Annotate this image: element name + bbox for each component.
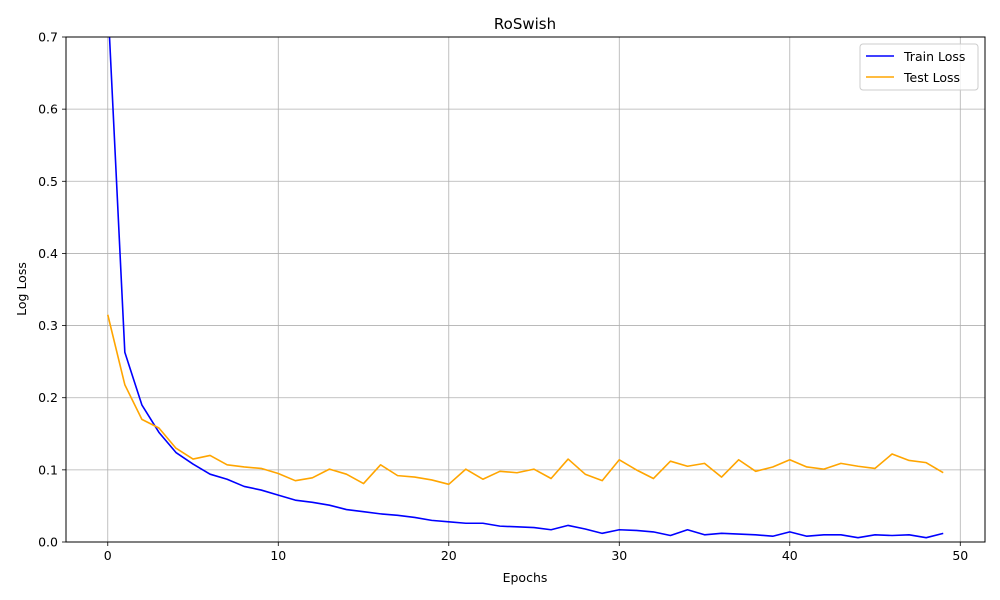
x-tick-label: 20 — [441, 548, 457, 563]
series-line-train-loss — [108, 37, 944, 539]
y-tick-label: 0.3 — [38, 318, 58, 333]
y-tick-label: 0.6 — [38, 102, 58, 117]
y-tick-label: 0.5 — [38, 174, 58, 189]
y-tick-label: 0.0 — [38, 535, 58, 550]
y-tick-label: 0.7 — [38, 30, 58, 45]
y-tick-label: 0.2 — [38, 390, 58, 405]
x-tick-label: 50 — [952, 548, 968, 563]
chart-title: RoSwish — [494, 15, 556, 33]
legend-label-test: Test Loss — [903, 70, 960, 85]
x-tick-label: 10 — [270, 548, 286, 563]
x-tick-label: 40 — [782, 548, 798, 563]
x-axis-label: Epochs — [503, 570, 548, 585]
y-tick-label: 0.4 — [38, 246, 58, 261]
x-tick-label: 30 — [611, 548, 627, 563]
y-axis-label: Log Loss — [14, 262, 29, 316]
x-tick-label: 0 — [104, 548, 112, 563]
legend: Train Loss Test Loss — [859, 43, 979, 91]
ticks: 0 10 20 30 40 50 0.0 0.1 0.2 0.3 0.4 0.5 0.6 0.7 — [38, 30, 968, 564]
y-tick-label: 0.1 — [38, 462, 58, 477]
legend-label-train: Train Loss — [903, 49, 965, 64]
series-layer — [106, 37, 944, 539]
plot-frame — [65, 36, 986, 543]
series-line-test-loss — [106, 314, 944, 486]
